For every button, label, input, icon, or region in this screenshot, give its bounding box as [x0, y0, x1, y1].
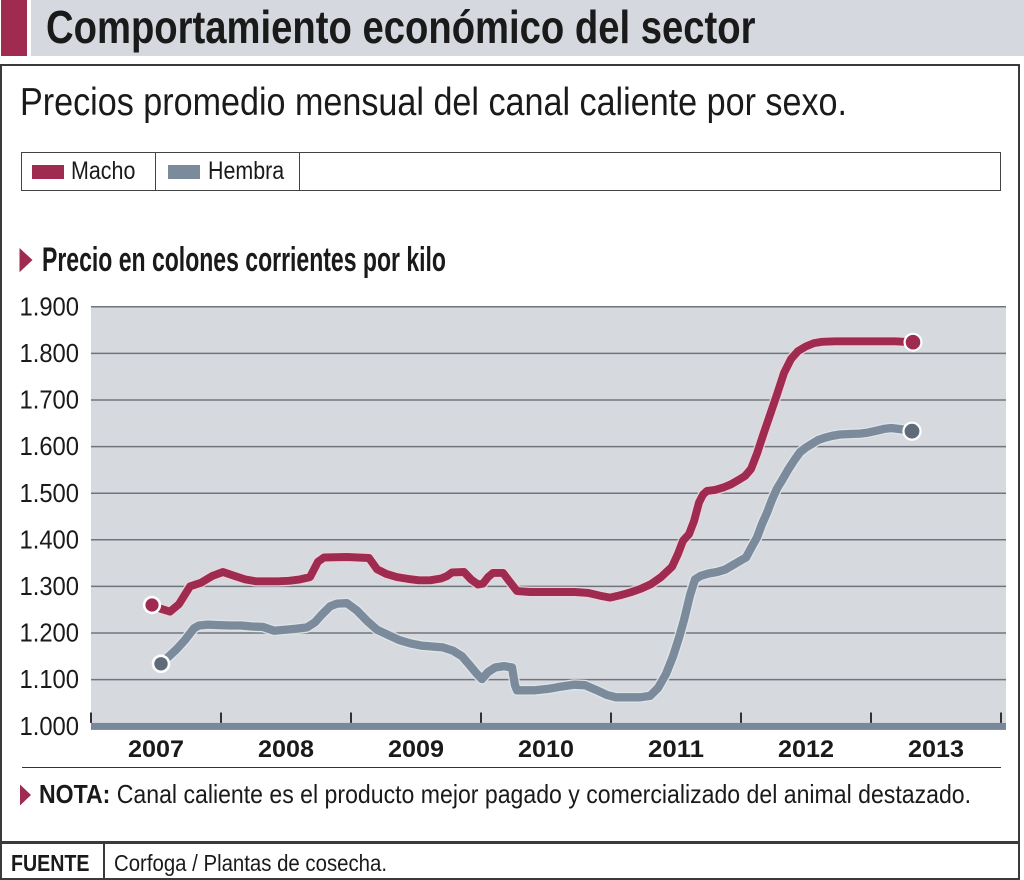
svg-text:2013: 2013 [908, 736, 964, 763]
svg-text:1.900: 1.900 [20, 293, 80, 321]
svg-text:2011: 2011 [648, 736, 704, 763]
svg-text:1.500: 1.500 [20, 480, 80, 508]
svg-text:2010: 2010 [518, 736, 574, 763]
svg-text:1.200: 1.200 [20, 620, 80, 648]
svg-text:2009: 2009 [388, 736, 444, 763]
svg-text:1.300: 1.300 [20, 573, 80, 601]
svg-text:2012: 2012 [778, 736, 834, 763]
svg-text:1.700: 1.700 [20, 387, 80, 415]
svg-text:1.400: 1.400 [20, 526, 80, 554]
svg-text:2008: 2008 [258, 736, 314, 763]
svg-text:1.600: 1.600 [20, 433, 80, 461]
svg-text:1.800: 1.800 [20, 340, 80, 368]
svg-text:1.100: 1.100 [20, 666, 80, 694]
svg-text:2007: 2007 [128, 736, 184, 763]
svg-text:1.000: 1.000 [20, 713, 80, 741]
